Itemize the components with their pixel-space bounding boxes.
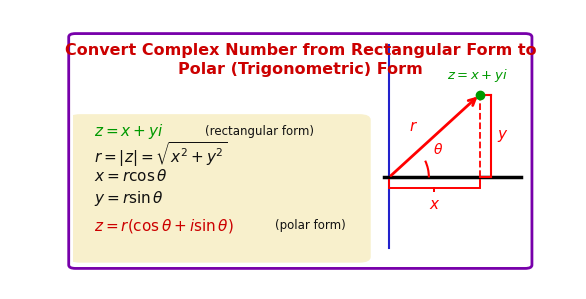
Text: $x$: $x$ — [428, 197, 440, 212]
Text: (polar form): (polar form) — [275, 219, 346, 232]
Text: $y = r\sin\theta$: $y = r\sin\theta$ — [94, 189, 163, 208]
Text: (rectangular form): (rectangular form) — [205, 125, 314, 138]
Text: $z = x + yi$: $z = x + yi$ — [447, 67, 508, 84]
Text: Convert Complex Number from Rectangular Form to
Polar (Trigonometric) Form: Convert Complex Number from Rectangular … — [64, 43, 536, 77]
FancyBboxPatch shape — [69, 114, 371, 263]
Text: $r$: $r$ — [410, 119, 418, 134]
Text: $r = |z| = \sqrt{x^2 + y^2}$: $r = |z| = \sqrt{x^2 + y^2}$ — [94, 140, 227, 169]
Text: $x = r\cos\theta$: $x = r\cos\theta$ — [94, 168, 167, 184]
Text: $z = x + yi$: $z = x + yi$ — [94, 122, 163, 141]
Text: $z = r(\cos\theta + i\sin\theta)$: $z = r(\cos\theta + i\sin\theta)$ — [94, 217, 233, 235]
Text: $\theta$: $\theta$ — [434, 142, 444, 158]
FancyBboxPatch shape — [69, 33, 532, 269]
Text: $y$: $y$ — [496, 128, 508, 144]
